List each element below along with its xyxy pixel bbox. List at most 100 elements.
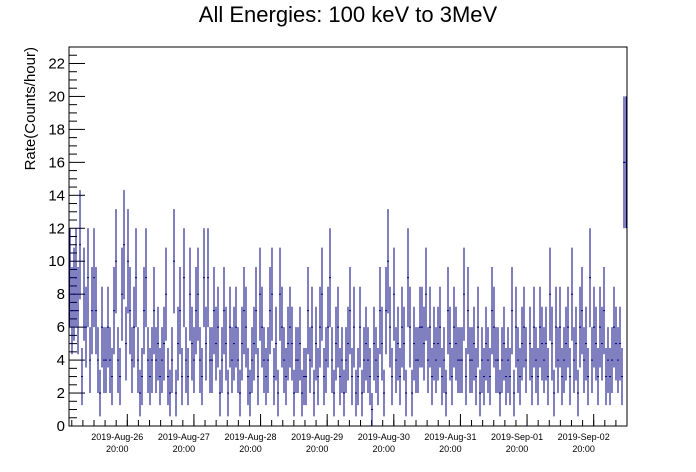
data-point	[247, 348, 249, 406]
data-point	[389, 286, 391, 368]
data-point	[489, 348, 491, 406]
data-point	[201, 348, 203, 406]
data-point	[357, 348, 359, 406]
data-point	[231, 327, 233, 394]
data-point	[217, 286, 219, 368]
data-point	[281, 286, 283, 368]
data-point	[309, 327, 311, 394]
data-point	[569, 348, 571, 406]
data-point	[553, 369, 555, 417]
x-tick-time-label: 20:00	[439, 444, 462, 454]
data-point	[503, 306, 505, 381]
data-point	[467, 267, 469, 355]
data-point	[479, 369, 481, 417]
data-point	[121, 247, 123, 341]
data-point	[537, 348, 539, 406]
data-point	[499, 369, 501, 417]
data-point	[277, 369, 279, 417]
y-tick-label: 18	[48, 121, 65, 138]
data-point	[441, 348, 443, 406]
data-point	[75, 228, 77, 328]
data-point	[293, 369, 295, 417]
chart-title: All Energies: 100 keV to 3MeV	[199, 2, 498, 27]
data-point	[605, 348, 607, 406]
data-point	[495, 327, 497, 394]
data-point	[107, 286, 109, 368]
data-point	[207, 228, 209, 328]
data-point	[483, 348, 485, 406]
data-point	[421, 286, 423, 368]
x-tick-time-label: 20:00	[306, 444, 329, 454]
data-point	[587, 348, 589, 406]
data-point	[435, 327, 437, 394]
data-point	[457, 327, 459, 394]
y-tick-label: 20	[48, 88, 65, 105]
data-point	[143, 267, 145, 355]
data-point	[599, 286, 601, 368]
data-point	[579, 286, 581, 368]
data-point	[501, 327, 503, 394]
data-point	[411, 369, 413, 417]
data-point	[399, 348, 401, 406]
x-tick-time-label: 20:00	[173, 444, 196, 454]
data-point	[431, 348, 433, 406]
data-point	[267, 327, 269, 394]
data-point	[415, 327, 417, 394]
data-point	[623, 96, 625, 229]
y-tick-label: 14	[48, 187, 65, 204]
data-point	[279, 247, 281, 341]
data-point	[253, 306, 255, 381]
data-point	[157, 306, 159, 381]
data-point	[203, 228, 205, 328]
data-point	[447, 267, 449, 355]
data-point	[319, 286, 321, 368]
data-point	[89, 327, 91, 394]
data-point	[233, 306, 235, 381]
x-tick-date-label: 2019-Aug-26	[91, 432, 143, 442]
data-point	[509, 348, 511, 406]
data-point	[225, 306, 227, 381]
data-point	[561, 348, 563, 406]
data-point	[371, 393, 373, 426]
data-point	[251, 327, 253, 394]
data-point	[615, 306, 617, 381]
y-tick-label: 16	[48, 154, 65, 171]
data-point	[71, 267, 73, 355]
y-axis-label: Rate(Counts/hour)	[22, 47, 39, 170]
data-point	[567, 286, 569, 368]
y-tick-label: 10	[48, 253, 65, 270]
data-point	[619, 306, 621, 381]
data-point	[419, 286, 421, 368]
data-point	[625, 96, 627, 229]
data-point	[363, 327, 365, 394]
data-point	[301, 369, 303, 417]
data-point	[291, 306, 293, 381]
x-tick-date-label: 2019-Sep-01	[491, 432, 543, 442]
x-tick-date-label: 2019-Aug-29	[291, 432, 343, 442]
data-point	[591, 327, 593, 394]
data-point	[197, 247, 199, 341]
data-point	[241, 306, 243, 381]
data-point	[531, 348, 533, 406]
data-point	[159, 348, 161, 406]
data-point	[455, 306, 457, 381]
data-point	[179, 267, 181, 355]
data-point	[313, 369, 315, 417]
data-point	[175, 369, 177, 417]
data-point	[113, 267, 115, 355]
y-tick-label: 8	[57, 286, 65, 303]
data-point	[171, 327, 173, 394]
data-point	[307, 267, 309, 355]
data-point	[417, 327, 419, 394]
data-point	[493, 286, 495, 368]
data-point	[343, 369, 345, 417]
data-point	[517, 327, 519, 394]
data-point	[507, 327, 509, 394]
data-point	[407, 228, 409, 328]
data-point	[223, 267, 225, 355]
data-point	[265, 348, 267, 406]
data-point	[283, 327, 285, 394]
data-point	[165, 247, 167, 341]
data-point	[523, 286, 525, 368]
data-point	[331, 327, 333, 394]
